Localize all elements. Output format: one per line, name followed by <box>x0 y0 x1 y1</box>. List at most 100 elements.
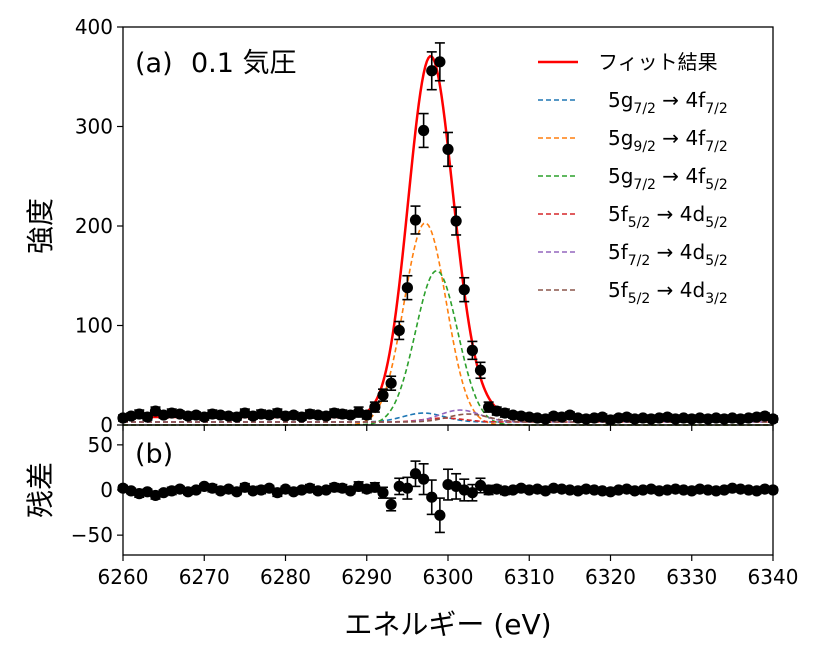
svg-text:5f7/2 → 4d5/2: 5f7/2 → 4d5/2 <box>608 240 728 269</box>
x-tick-label: 6320 <box>585 565 636 589</box>
residual-points <box>117 460 779 534</box>
legend-entry-4: 5f5/2 → 4d5/2 <box>538 202 728 231</box>
residual-point-38 <box>426 479 438 516</box>
x-tick-label: 6330 <box>666 565 717 589</box>
x-tick-label: 6290 <box>341 565 392 589</box>
data-point-39 <box>434 42 446 82</box>
data-point-42 <box>458 276 470 303</box>
data-point-26 <box>328 407 340 419</box>
residual-point-68 <box>669 483 682 495</box>
panel-a-y-tick-label: 100 <box>75 314 113 338</box>
residual-point-55 <box>564 484 576 496</box>
data-point-9 <box>190 409 202 421</box>
panel-b-y-tick-label: 0 <box>100 478 113 502</box>
data-point-40 <box>442 131 454 168</box>
residual-point-47 <box>499 485 511 497</box>
svg-text:5g7/2 → 4f7/2: 5g7/2 → 4f7/2 <box>608 88 728 117</box>
legend: フィット結果 5g7/2 → 4f7/2 5g9/2 → 4f7/2 5g7/2 → … <box>538 50 728 307</box>
data-point-23 <box>304 408 316 420</box>
residual-point-37 <box>418 463 430 496</box>
data-point-41 <box>450 206 462 236</box>
panel-a-y-tick-label: 0 <box>100 413 113 437</box>
svg-text:フィット結果: フィット結果 <box>598 50 718 74</box>
residual-point-28 <box>344 485 357 497</box>
legend-entry-2: 5g9/2 → 4f7/2 <box>538 126 728 155</box>
data-point-6 <box>166 407 178 419</box>
data-point-34 <box>393 320 405 341</box>
data-point-30 <box>361 409 373 421</box>
data-point-46 <box>491 405 503 417</box>
svg-text:5g9/2 → 4f7/2: 5g9/2 → 4f7/2 <box>608 126 728 155</box>
residual-point-36 <box>409 460 422 488</box>
component-curve-6 <box>123 413 773 423</box>
data-point-35 <box>401 274 413 301</box>
panel-a-y-tick-label: 200 <box>75 214 113 238</box>
data-point-75 <box>726 412 738 424</box>
data-point-33 <box>385 375 397 391</box>
residual-point-69 <box>678 484 690 496</box>
residual-point-33 <box>385 497 397 512</box>
x-tick-label: 6300 <box>423 565 474 589</box>
data-point-20 <box>279 410 292 422</box>
y-axis-label-intensity: 強度 <box>24 198 57 254</box>
data-point-38 <box>426 51 438 91</box>
data-point-71 <box>694 412 706 424</box>
data-point-73 <box>710 412 722 424</box>
data-point-32 <box>377 388 389 402</box>
svg-text:5f5/2 → 4d5/2: 5f5/2 → 4d5/2 <box>608 202 728 231</box>
residual-point-54 <box>556 483 568 495</box>
residual-point-50 <box>523 484 535 496</box>
residual-point-24 <box>312 485 324 497</box>
data-point-3 <box>141 411 153 423</box>
residual-point-77 <box>743 484 755 496</box>
svg-text:5g7/2 → 4f5/2: 5g7/2 → 4f5/2 <box>608 164 728 193</box>
legend-entry-1: 5g7/2 → 4f7/2 <box>538 88 728 117</box>
legend-entry-5: 5f7/2 → 4d5/2 <box>538 240 728 269</box>
panel-a-y-tick-label: 400 <box>75 15 113 39</box>
panel-a-y-tick-label: 300 <box>75 115 113 139</box>
panel-a: 0 100 200 300 400 (a) 0.1 気圧 強度 フィット結果 5g7/2 … <box>24 15 779 437</box>
data-point-65 <box>645 413 657 425</box>
data-point-76 <box>734 413 747 425</box>
data-point-31 <box>369 401 381 413</box>
data-point-70 <box>686 413 698 425</box>
data-points <box>117 42 779 426</box>
residual-point-35 <box>401 476 413 500</box>
residual-point-75 <box>726 482 738 494</box>
data-point-61 <box>613 412 625 424</box>
panel-b-y-tick-label: −50 <box>71 523 113 547</box>
residual-point-10 <box>198 480 210 492</box>
panel-label-a: (a) <box>135 48 173 79</box>
data-point-57 <box>580 413 592 425</box>
data-point-74 <box>718 413 730 425</box>
panel-a-ticks: 0 100 200 300 400 <box>75 15 774 437</box>
x-tick-label: 6340 <box>748 565 799 589</box>
data-point-48 <box>507 409 519 421</box>
pressure-annotation: 0.1 気圧 <box>191 48 297 79</box>
legend-entry-fit: フィット結果 <box>538 50 718 74</box>
panel-b-y-tick-label: 50 <box>88 433 113 457</box>
residual-point-61 <box>613 484 625 496</box>
residual-point-76 <box>734 483 747 495</box>
data-point-43 <box>466 340 478 361</box>
x-tick-label: 6270 <box>179 565 230 589</box>
data-point-56 <box>572 412 584 424</box>
data-point-50 <box>523 411 535 423</box>
residual-point-26 <box>328 481 340 493</box>
panel-b: 6260 6270 6280 6290 6300 6310 6320 6330 6340 −50 0… <box>24 424 799 641</box>
data-point-17 <box>255 408 267 420</box>
data-point-11 <box>206 408 218 420</box>
data-point-36 <box>409 205 422 235</box>
data-point-13 <box>223 410 235 422</box>
y-axis-label-residual: 残差 <box>24 462 57 518</box>
svg-text:5f5/2 → 4d3/2: 5f5/2 → 4d3/2 <box>608 278 728 307</box>
legend-entry-6: 5f5/2 → 4d3/2 <box>538 278 728 307</box>
x-tick-label: 6260 <box>98 565 149 589</box>
data-point-12 <box>214 409 227 421</box>
panel-label-b: (b) <box>135 439 173 470</box>
x-tick-label: 6280 <box>260 565 311 589</box>
residual-point-32 <box>377 486 389 499</box>
residual-point-63 <box>629 485 641 497</box>
residual-point-42 <box>458 478 470 502</box>
